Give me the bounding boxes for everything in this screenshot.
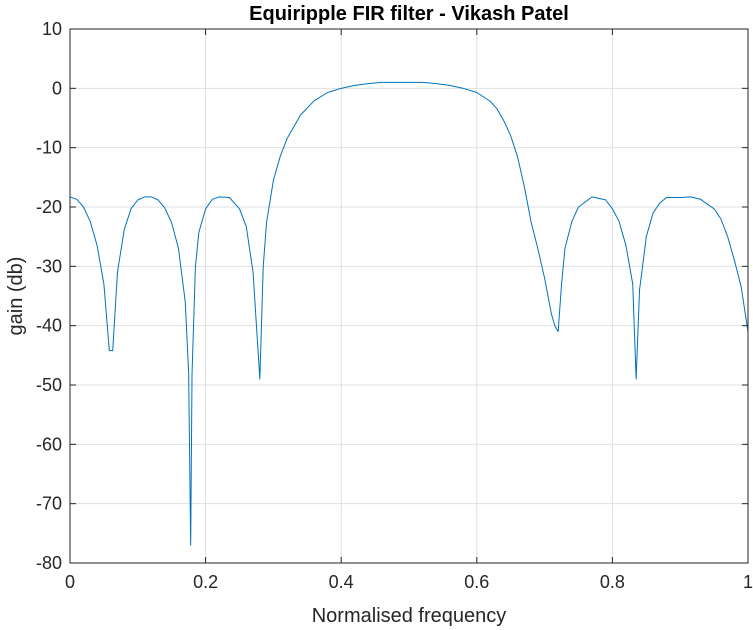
- y-tick-label: -50: [36, 375, 62, 395]
- x-tick-label: 0: [65, 572, 75, 592]
- series-line-0: [69, 81, 749, 546]
- plot-area: [70, 29, 748, 563]
- x-tick-label: 0.2: [193, 572, 218, 592]
- x-tick-label: 0.4: [329, 572, 354, 592]
- series-layer: [69, 81, 749, 546]
- y-tick-label: -30: [36, 256, 62, 276]
- grid-lines: [69, 28, 749, 564]
- y-tick-label: -70: [36, 494, 62, 514]
- y-axis-label: gain (db): [5, 257, 27, 336]
- y-tick-label: 0: [52, 78, 62, 98]
- y-tick-label: -40: [36, 316, 62, 336]
- y-tick-label: -20: [36, 197, 62, 217]
- x-tick-label: 0.6: [464, 572, 489, 592]
- x-tick-label: 1: [743, 572, 753, 592]
- y-tick-label: -60: [36, 434, 62, 454]
- y-tick-labels: 10 0 -10 -20 -30 -40 -50 -60 -70 -80: [36, 19, 62, 573]
- x-tick-label: 0.8: [600, 572, 625, 592]
- chart-title: Equiripple FIR filter - Vikash Patel: [249, 3, 569, 25]
- y-tick-label: 10: [42, 19, 62, 39]
- x-tick-labels: 0 0.2 0.4 0.6 0.8 1: [65, 572, 753, 592]
- plot-frame: [69, 28, 749, 564]
- x-axis-label: Normalised frequency: [312, 605, 507, 627]
- y-tick-label: -80: [36, 553, 62, 573]
- axis-ticks: [69, 28, 749, 564]
- y-tick-label: -10: [36, 138, 62, 158]
